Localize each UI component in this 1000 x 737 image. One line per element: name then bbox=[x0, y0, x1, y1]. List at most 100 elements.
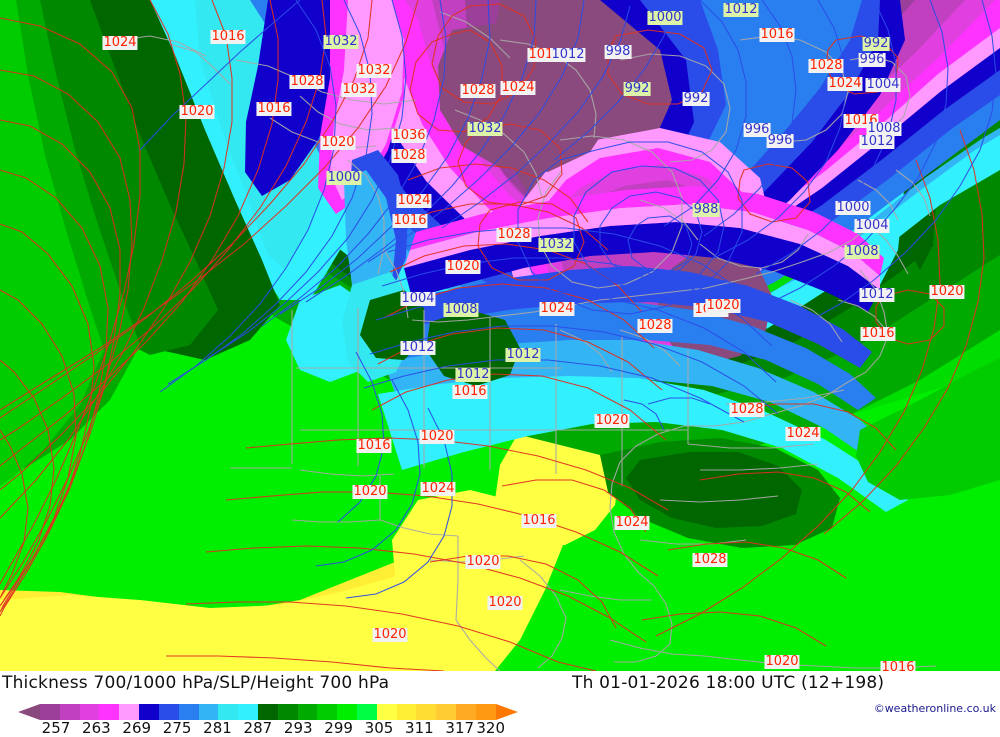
slp-isobar-label: 1016 bbox=[860, 326, 896, 341]
colorbar-swatch bbox=[40, 704, 60, 720]
colorbar-tick: 281 bbox=[203, 719, 232, 737]
slp-isobar-label: 1020 bbox=[929, 284, 965, 299]
h700-contour-label: 1008 bbox=[866, 121, 902, 136]
slp-isobar-label: 1020 bbox=[419, 429, 455, 444]
slp-isobar-label: 1020 bbox=[487, 595, 523, 610]
colorbar-swatch bbox=[257, 704, 278, 720]
slp-isobar-label: 1032 bbox=[356, 63, 392, 78]
slp-isobar-label: 1028 bbox=[460, 83, 496, 98]
colorbar-swatch bbox=[277, 704, 298, 720]
slp-isobar-label: 1020 bbox=[445, 259, 481, 274]
h700-contour-label: 1012 bbox=[400, 340, 436, 355]
slp-isobar-label: 1028 bbox=[637, 318, 673, 333]
h700-contour-label: 1032 bbox=[467, 121, 503, 136]
h700-contour-label: 1012 bbox=[723, 2, 759, 17]
slp-isobar-label: 1028 bbox=[808, 58, 844, 73]
fill-band-mag bbox=[410, 186, 884, 276]
colorbar-swatch bbox=[297, 704, 318, 720]
colorbar-swatch bbox=[337, 704, 357, 720]
colorbar-swatch bbox=[416, 704, 437, 720]
h700-contour-label: 1012 bbox=[455, 367, 491, 382]
footer-panel: Thickness 700/1000 hPa/SLP/Height 700 hP… bbox=[0, 671, 1000, 737]
slp-isobar-label: 1028 bbox=[692, 552, 728, 567]
h700-contour-label: 998 bbox=[604, 44, 632, 59]
colorbar-tick: 269 bbox=[122, 719, 152, 737]
colorbar-swatch bbox=[376, 704, 397, 720]
h700-contour-label: 1008 bbox=[443, 302, 479, 317]
fill-ne-dg2 bbox=[626, 452, 802, 528]
fill-299y bbox=[0, 435, 585, 671]
colorbar-swatch bbox=[238, 704, 258, 720]
slp-isobar-label: 1024 bbox=[102, 35, 138, 50]
h700-contour-label: 996 bbox=[766, 133, 794, 148]
colorbar-tick: 287 bbox=[243, 719, 273, 737]
fill-299 bbox=[0, 245, 1000, 671]
colorbar-swatch bbox=[198, 704, 219, 720]
slp-isobar-label: 1024 bbox=[614, 515, 650, 530]
slp-isobar-label: 1024 bbox=[500, 80, 536, 95]
colorbar-swatch bbox=[158, 704, 179, 720]
h700-contour-label: 1000 bbox=[647, 10, 683, 25]
slp-isobar-label: 1020 bbox=[705, 298, 741, 313]
colorbar-tick: 293 bbox=[283, 719, 313, 737]
colorbar-tick: 257 bbox=[41, 719, 71, 737]
weather-map[interactable]: 1024 1016 1032 1016 1012 998 1000 1012 1016 992 10… bbox=[0, 0, 1000, 671]
colorbar-swatch bbox=[218, 704, 239, 720]
slp-isobar-label: 1032 bbox=[341, 82, 377, 97]
slp-isobar-label: 1016 bbox=[759, 27, 795, 42]
colorbar-swatch bbox=[475, 704, 496, 720]
colorbar-tick: 299 bbox=[324, 719, 353, 737]
slp-isobar-label: 1028 bbox=[289, 74, 325, 89]
slp-isobar-label: 1020 bbox=[179, 104, 215, 119]
slp-isobar-label: 1028 bbox=[496, 227, 532, 242]
fill-ak-dkblue bbox=[245, 0, 345, 196]
h700-contour-label: 996 bbox=[743, 122, 771, 137]
slp-isobar-label: 1024 bbox=[420, 481, 456, 496]
fill-band-pink bbox=[404, 204, 880, 290]
slp-isobar-label: 1020 bbox=[465, 554, 501, 569]
h700-contour-label: 1000 bbox=[326, 170, 362, 185]
colorbar-tick: 317 bbox=[445, 719, 475, 737]
fill-yellow-sw bbox=[392, 490, 530, 605]
h700-contour-label: 992 bbox=[623, 81, 651, 96]
h700-contour-label: 988 bbox=[692, 202, 720, 217]
slp-isobar-label: 1024 bbox=[827, 76, 863, 91]
fill-ak-pink bbox=[330, 0, 404, 200]
colorbar-swatch bbox=[456, 704, 476, 720]
slp-isobar-label: 1028 bbox=[391, 148, 427, 163]
slp-isobar-label: 1028 bbox=[729, 402, 765, 417]
h700-contour-label: 1032 bbox=[538, 237, 574, 252]
h700-contour-label: 1032 bbox=[323, 34, 359, 49]
colorbar-swatch bbox=[396, 704, 417, 720]
slp-isobar-label: 1020 bbox=[372, 627, 408, 642]
colorbar-tick: 320 bbox=[476, 719, 506, 737]
forecast-valid-time: Th 01-01-2026 18:00 UTC (12+198) bbox=[572, 673, 885, 693]
colorbar-tick: 311 bbox=[405, 719, 434, 737]
slp-isobar-label: 1016 bbox=[521, 513, 557, 528]
h700-contour-label: 996 bbox=[858, 52, 886, 67]
slp-isobar-label: 1020 bbox=[764, 654, 800, 669]
colorbar-tick: 263 bbox=[82, 719, 111, 737]
copyright-credit: ©weatheronline.co.uk bbox=[873, 702, 996, 715]
colorbar-swatch bbox=[99, 704, 120, 720]
h700-contour-label: 1012 bbox=[550, 47, 586, 62]
h700-contour-label: 1004 bbox=[865, 77, 901, 92]
slp-isobar-label: 1024 bbox=[785, 426, 821, 441]
h700-contour-label: 1008 bbox=[844, 244, 880, 259]
slp-isobar-label: 1016 bbox=[452, 384, 488, 399]
colorbar-swatch bbox=[436, 704, 457, 720]
colorbar-swatch bbox=[178, 704, 199, 720]
slp-isobars-layer bbox=[0, 0, 985, 671]
slp-isobar-label: 1016 bbox=[880, 661, 916, 671]
slp-isobar-label: 1016 bbox=[356, 438, 392, 453]
colorbar-swatch bbox=[79, 704, 100, 720]
slp-isobar-label: 1016 bbox=[392, 213, 428, 228]
slp-isobar-label: 1036 bbox=[391, 128, 427, 143]
h700-contour-label: 992 bbox=[682, 91, 710, 106]
fill-mt-dg bbox=[426, 310, 520, 386]
chart-title: Thickness 700/1000 hPa/SLP/Height 700 hP… bbox=[2, 673, 390, 693]
fill-left-g2 bbox=[0, 0, 104, 486]
colorbar-under-arrow bbox=[18, 704, 40, 720]
colorbar-over-arrow bbox=[496, 704, 518, 720]
